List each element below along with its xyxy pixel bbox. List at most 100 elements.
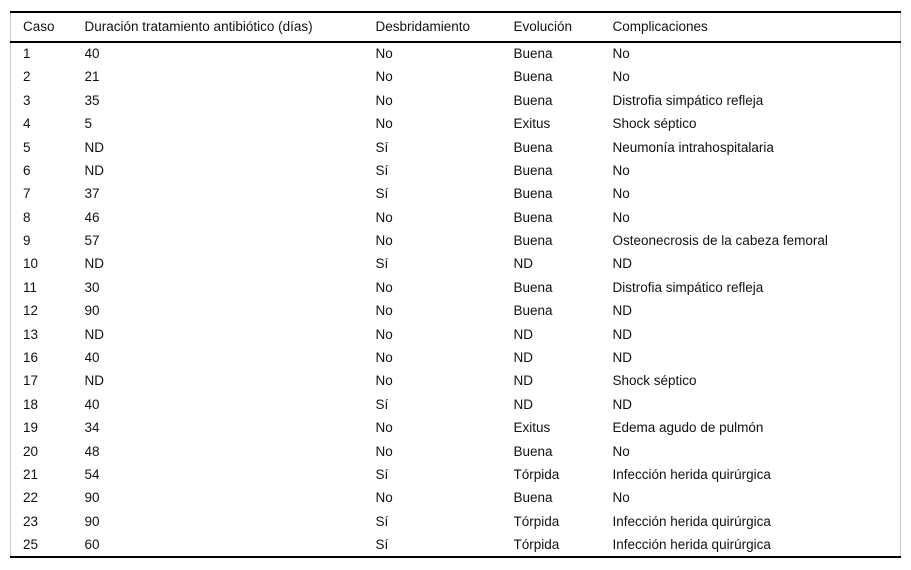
table-cell-caso: 3 (23, 92, 31, 108)
table-cell-evolucion: ND (513, 350, 534, 366)
table-row: 3 35 No Buena Distrofia simpático refleja (11, 89, 901, 112)
table-cell-duracion: 21 (84, 69, 100, 85)
table-cell-duracion: 40 (84, 396, 100, 412)
table-cell-complicaciones: No (612, 162, 630, 178)
table-cell-caso: 8 (23, 209, 31, 225)
col-header-duracion: Duración tratamiento antibiótico (días) (84, 19, 313, 35)
table-cell-complicaciones: Edema agudo de pulmón (612, 420, 764, 436)
table-cell-caso: 6 (23, 162, 31, 178)
table-cell-complicaciones: Neumonía intrahospitalaria (612, 139, 774, 155)
table-row: 11 30 No Buena Distrofia simpático refleja (11, 276, 901, 299)
table-cell-duracion: ND (84, 139, 105, 155)
table-cell-evolucion: Exitus (513, 420, 551, 436)
table-cell-complicaciones: Infección herida quirúrgica (612, 513, 771, 529)
table-row: 4 5 No Exitus Shock séptico (11, 112, 901, 135)
table-cell-evolucion: Buena (513, 209, 553, 225)
table-cell-duracion: 60 (84, 536, 100, 552)
table-cell-caso: 12 (23, 303, 39, 319)
table-cell-caso: 1 (23, 46, 31, 62)
table-cell-complicaciones: No (612, 443, 630, 459)
table-cell-desbridamiento: Sí (375, 536, 389, 552)
table-cell-desbridamiento: No (375, 46, 393, 62)
table-cell-duracion: 46 (84, 209, 100, 225)
table-row: 18 40 Sí ND ND (11, 393, 901, 416)
table-cell-duracion: 34 (84, 420, 100, 436)
table-cell-caso: 11 (23, 279, 38, 295)
table-cell-evolucion: Buena (513, 92, 553, 108)
table-cell-caso: 5 (23, 139, 31, 155)
table-cell-duracion: 40 (84, 46, 100, 62)
table-cell-complicaciones: ND (612, 396, 633, 412)
col-header-complicaciones: Complicaciones (612, 19, 708, 35)
table-cell-desbridamiento: No (375, 326, 393, 342)
table-cell-complicaciones: Infección herida quirúrgica (612, 536, 771, 552)
table-cell-caso: 16 (23, 350, 39, 366)
table-cell-evolucion: ND (513, 373, 534, 389)
table-cell-evolucion: Buena (513, 69, 553, 85)
table-row: 6 ND Sí Buena No (11, 159, 901, 182)
table-cell-caso: 7 (23, 186, 31, 202)
table-cell-complicaciones: No (612, 209, 630, 225)
table-cell-desbridamiento: No (375, 279, 393, 295)
table-cell-caso: 10 (23, 256, 39, 272)
table-cell-desbridamiento: No (375, 116, 393, 132)
table-cell-duracion: 54 (84, 466, 100, 482)
table-cell-caso: 23 (23, 513, 39, 529)
table-cell-complicaciones: No (612, 46, 630, 62)
cases-table: Caso Duración tratamiento antibiótico (d… (10, 11, 901, 558)
table-row: 12 90 No Buena ND (11, 299, 901, 322)
table-cell-duracion: 40 (84, 350, 100, 366)
table-cell-duracion: 90 (84, 303, 100, 319)
table-cell-desbridamiento: No (375, 209, 393, 225)
header-row: Caso Duración tratamiento antibiótico (d… (11, 12, 901, 42)
table-body: 1 40 No Buena No 2 21 No Buena No 3 35 No Buena Distro… (11, 42, 901, 557)
table-cell-desbridamiento: No (375, 443, 393, 459)
table-cell-evolucion: Buena (513, 186, 553, 202)
table-cell-desbridamiento: No (375, 92, 393, 108)
table-cell-desbridamiento: No (375, 420, 393, 436)
table-row: 13 ND No ND ND (11, 323, 901, 346)
table-cell-desbridamiento: Sí (375, 186, 389, 202)
table-cell-caso: 2 (23, 69, 31, 85)
table-cell-caso: 13 (23, 326, 39, 342)
table-cell-desbridamiento: No (375, 373, 393, 389)
table-cell-evolucion: Buena (513, 46, 553, 62)
table-cell-complicaciones: No (612, 490, 630, 506)
table-cell-duracion: 90 (84, 513, 100, 529)
table-cell-desbridamiento: Sí (375, 139, 389, 155)
table-cell-duracion: 5 (84, 116, 93, 132)
table-cell-caso: 21 (23, 466, 39, 482)
table-cell-duracion: ND (84, 373, 105, 389)
table-cell-complicaciones: No (612, 69, 630, 85)
table-cell-duracion: 35 (84, 92, 100, 108)
table-row: 17 ND No ND Shock séptico (11, 369, 901, 392)
table-cell-duracion: ND (84, 256, 105, 272)
col-header-caso: Caso (23, 19, 55, 35)
table-row: 25 60 Sí Tórpida Infección herida quirúrgica (11, 533, 901, 556)
table-row: 8 46 No Buena No (11, 206, 901, 229)
table-cell-duracion: 37 (84, 186, 100, 202)
table-cell-desbridamiento: No (375, 233, 393, 249)
table-row: 5 ND Sí Buena Neumonía intrahospitalaria (11, 136, 901, 159)
table-cell-duracion: 90 (84, 490, 100, 506)
table-row: 1 40 No Buena No (11, 42, 901, 65)
table-cell-desbridamiento: No (375, 350, 393, 366)
table-cell-evolucion: Tórpida (513, 513, 560, 529)
table-row: 16 40 No ND ND (11, 346, 901, 369)
table-row: 10 ND Sí ND ND (11, 253, 901, 276)
table-cell-complicaciones: Osteonecrosis de la cabeza femoral (612, 233, 828, 249)
table-cell-caso: 19 (23, 420, 39, 436)
table-header: Caso Duración tratamiento antibiótico (d… (10, 12, 901, 42)
table-cell-caso: 17 (23, 373, 39, 389)
table-cell-complicaciones: No (612, 186, 630, 202)
table-cell-duracion: 30 (84, 279, 100, 295)
table-row: 19 34 No Exitus Edema agudo de pulmón (11, 416, 901, 439)
table-cell-evolucion: Buena (513, 139, 553, 155)
table-cell-desbridamiento: Sí (375, 256, 389, 272)
table-cell-caso: 25 (23, 536, 39, 552)
table-cell-evolucion: Exitus (513, 116, 551, 132)
table-cell-desbridamiento: Sí (375, 513, 389, 529)
table-cell-desbridamiento: No (375, 490, 393, 506)
table-cell-desbridamiento: Sí (375, 466, 389, 482)
table-cell-evolucion: Buena (513, 443, 553, 459)
